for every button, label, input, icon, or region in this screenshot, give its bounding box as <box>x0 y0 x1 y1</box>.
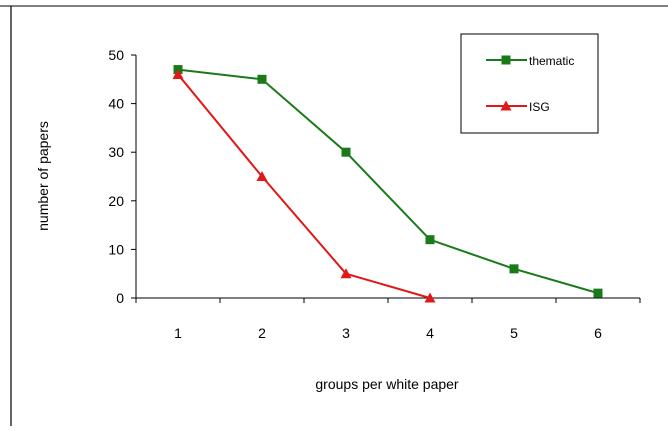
data-point-thematic <box>593 288 603 298</box>
y-tick-label: 30 <box>108 144 124 160</box>
legend-marker <box>500 100 512 111</box>
y-tick-label: 0 <box>116 290 124 306</box>
y-axis-label: number of papers <box>35 121 51 231</box>
x-tick-label: 3 <box>342 325 350 341</box>
legend-label: ISG <box>529 100 550 114</box>
data-point-thematic <box>257 74 267 84</box>
x-ticks: 1 2 3 4 5 6 <box>135 298 641 341</box>
legend-label: thematic <box>529 54 574 68</box>
series-layer <box>172 65 603 303</box>
data-point-isg <box>424 292 436 303</box>
x-tick-label: 2 <box>258 325 266 341</box>
y-tick-label: 10 <box>108 241 124 257</box>
data-point-isg <box>340 268 352 279</box>
y-tick-label: 40 <box>108 96 124 112</box>
legend-box <box>460 33 599 134</box>
legend: thematic ISG <box>460 33 599 134</box>
series-line-isg <box>177 73 431 299</box>
x-tick-label: 5 <box>510 325 518 341</box>
y-ticks: 0 10 20 30 40 50 <box>108 47 136 306</box>
x-tick-label: 1 <box>174 325 182 341</box>
x-tick-label: 4 <box>426 325 434 341</box>
data-point-thematic <box>341 147 351 157</box>
data-point-thematic <box>509 264 519 274</box>
series-line-thematic <box>177 68 599 295</box>
data-point-thematic <box>425 235 435 245</box>
legend-items: thematic ISG <box>486 54 574 114</box>
x-tick-label: 6 <box>594 325 602 341</box>
legend-marker <box>501 55 511 65</box>
data-point-isg <box>256 171 268 181</box>
x-axis-label: groups per white paper <box>315 376 459 392</box>
y-tick-label: 20 <box>108 193 124 209</box>
data-point-isg <box>172 68 184 79</box>
y-tick-label: 50 <box>108 47 124 63</box>
